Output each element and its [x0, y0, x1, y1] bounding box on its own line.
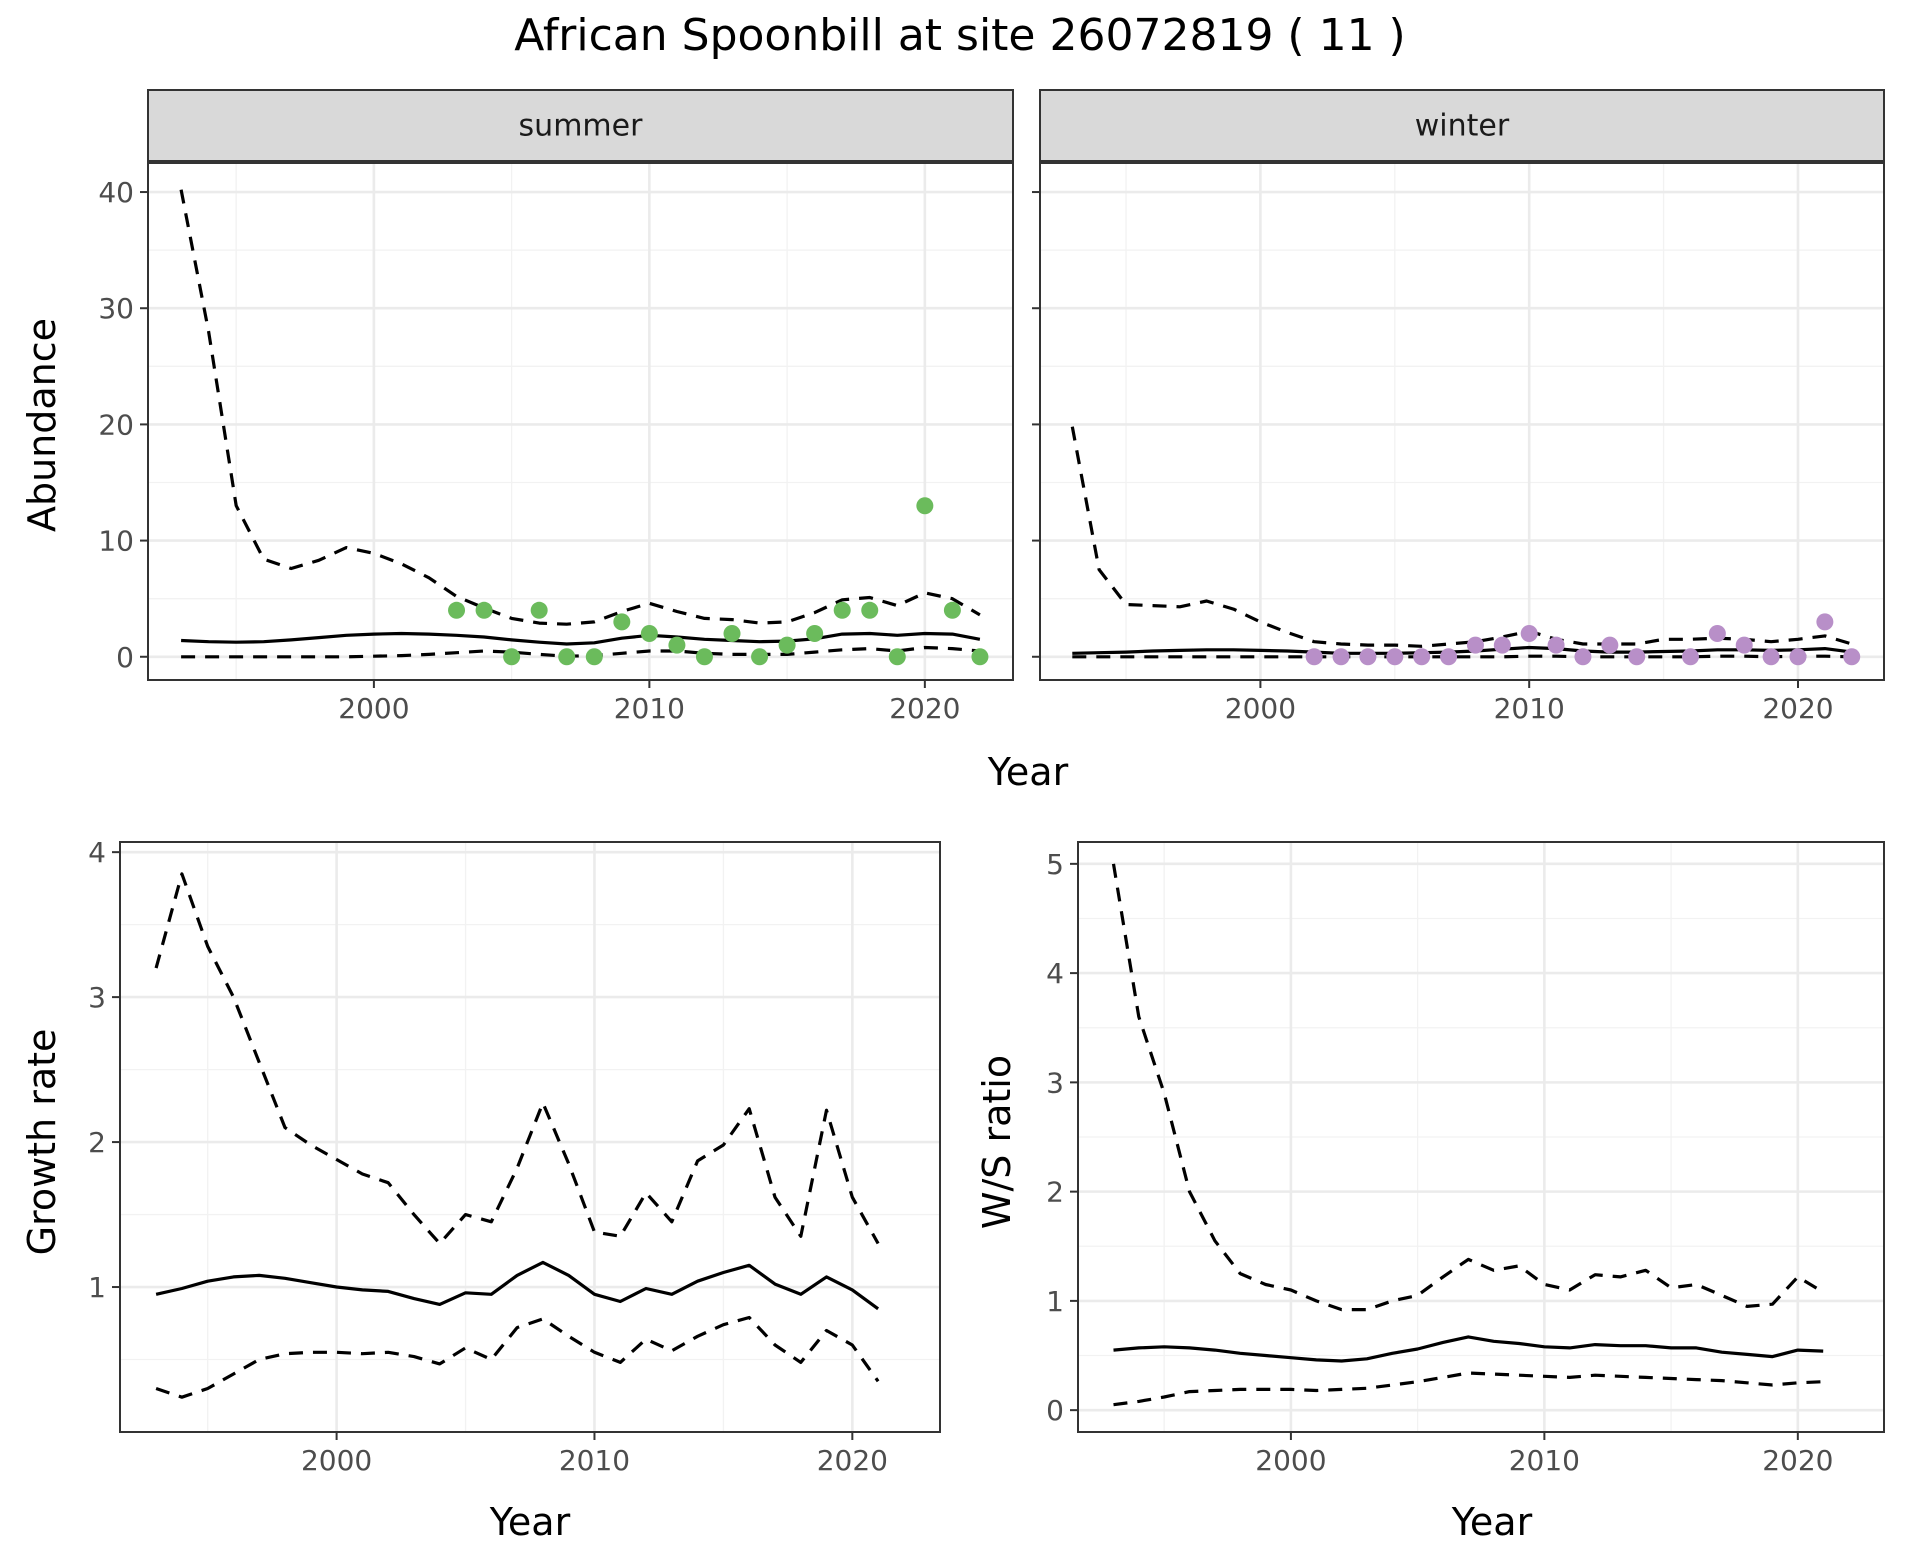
growth-x-tick-label: 2000: [301, 1444, 372, 1477]
summer-strip-label: summer: [519, 109, 644, 144]
summer-data-point: [806, 625, 824, 643]
ratio-x-tick-label: 2010: [1509, 1444, 1580, 1477]
summer-data-point: [475, 601, 493, 619]
winter-panel: winter 2000 2010 2020: [1032, 89, 1885, 725]
summer-y-tick-label: 10: [98, 525, 134, 558]
winter-panel-border: [1039, 162, 1885, 681]
winter-estimate-line: [1072, 645, 1852, 655]
winter-data-point: [1708, 625, 1726, 643]
winter-data-point: [1762, 648, 1780, 666]
summer-x-tick-label: 2000: [338, 692, 409, 725]
summer-panel: summer 2000 2010 2020 0 10 20 30 40: [98, 89, 1014, 725]
ratio-upper-bound-line: [1111, 863, 1825, 1312]
summer-y-tick-label: 20: [98, 408, 134, 441]
ratio-y-tick-label: 5: [1046, 848, 1064, 881]
ratio-x-tick-label: 2000: [1255, 1444, 1326, 1477]
winter-upper-bound-line: [1070, 426, 1853, 648]
ratio-y-tick-label: 2: [1046, 1176, 1064, 1209]
winter-x-tick-label: 2000: [1225, 692, 1296, 725]
facet-y-axis-label: Abundance: [20, 318, 64, 532]
growth-upper-bound-line: [154, 872, 880, 1246]
facet-x-axis-label: Year: [987, 750, 1069, 794]
summer-data-point: [503, 648, 521, 666]
summer-data-point: [888, 648, 906, 666]
figure-title: African Spoonbill at site 26072819 ( 11 …: [514, 10, 1405, 61]
winter-x-tick-label: 2010: [1494, 692, 1565, 725]
ratio-y-tick-label: 0: [1046, 1394, 1064, 1427]
growth-x-tick-label: 2020: [817, 1444, 888, 1477]
growth-panel-border: [119, 841, 941, 1433]
winter-data-point: [1843, 648, 1861, 666]
growth-x-axis-label: Year: [489, 1500, 571, 1544]
ratio-y-tick-label: 1: [1046, 1285, 1064, 1318]
summer-data-point: [971, 648, 989, 666]
summer-y-tick-label: 30: [98, 292, 134, 325]
winter-data-point: [1466, 636, 1484, 654]
winter-data-point: [1681, 648, 1699, 666]
summer-data-point: [751, 648, 769, 666]
winter-data-point: [1332, 648, 1350, 666]
growth-lower-bound-line: [155, 1315, 880, 1399]
summer-x-tick-label: 2020: [889, 692, 960, 725]
winter-strip: [1039, 89, 1885, 162]
summer-data-point: [778, 636, 796, 654]
summer-data-point: [558, 648, 576, 666]
summer-y-tick-label: 0: [116, 641, 134, 674]
winter-data-point: [1413, 648, 1431, 666]
winter-data-point: [1816, 613, 1834, 631]
winter-data-point: [1520, 625, 1538, 643]
summer-strip: [147, 89, 1014, 162]
winter-data-point: [1601, 636, 1619, 654]
ratio-estimate-line: [1113, 1335, 1824, 1363]
winter-data-point: [1574, 648, 1592, 666]
winter-data-point: [1735, 636, 1753, 654]
ratio-y-tick-label: 4: [1046, 957, 1064, 990]
summer-data-point: [723, 625, 741, 643]
summer-data-point: [585, 648, 603, 666]
summer-data-point: [640, 625, 658, 643]
summer-upper-bound-line: [179, 189, 981, 626]
growth-panel: 2000 2010 2020 1 2 3 4: [88, 836, 941, 1477]
winter-data-point: [1493, 636, 1511, 654]
winter-strip-label: winter: [1415, 109, 1510, 144]
winter-data-point: [1547, 636, 1565, 654]
growth-y-tick-label: 4: [88, 836, 106, 869]
growth-estimate-line: [155, 1260, 880, 1311]
summer-data-point: [861, 601, 879, 619]
summer-data-point: [943, 601, 961, 619]
winter-data-point: [1305, 648, 1323, 666]
summer-lower-bound-line: [181, 645, 981, 659]
summer-estimate-line: [181, 631, 981, 646]
ratio-y-tick-label: 3: [1046, 1066, 1064, 1099]
summer-data-point: [916, 497, 934, 515]
summer-y-tick-label: 40: [98, 176, 134, 209]
ratio-panel: 2000 2010 2020 0 1 2 3 4 5: [1046, 841, 1885, 1477]
winter-lower-bound-line: [1072, 654, 1852, 659]
growth-y-tick-label: 1: [88, 1271, 106, 1304]
winter-data-point: [1789, 648, 1807, 666]
summer-data-point: [613, 613, 631, 631]
summer-data-point: [668, 636, 686, 654]
winter-data-point: [1440, 648, 1458, 666]
growth-y-tick-label: 3: [88, 981, 106, 1014]
growth-x-tick-label: 2010: [559, 1444, 630, 1477]
winter-x-tick-label: 2020: [1762, 692, 1833, 725]
growth-y-tick-label: 2: [88, 1126, 106, 1159]
winter-data-point: [1628, 648, 1646, 666]
ratio-panel-border: [1077, 841, 1885, 1433]
summer-x-tick-label: 2010: [614, 692, 685, 725]
summer-data-point: [448, 601, 466, 619]
ratio-x-tick-label: 2020: [1762, 1444, 1833, 1477]
ratio-x-axis-label: Year: [1451, 1500, 1533, 1544]
ratio-y-axis-label: W/S ratio: [975, 1055, 1019, 1229]
winter-data-point: [1386, 648, 1404, 666]
winter-data-point: [1359, 648, 1377, 666]
growth-y-axis-label: Growth rate: [20, 1029, 64, 1256]
summer-data-point: [833, 601, 851, 619]
summer-data-point: [530, 601, 548, 619]
ratio-lower-bound-line: [1113, 1371, 1824, 1407]
summer-data-point: [695, 648, 713, 666]
